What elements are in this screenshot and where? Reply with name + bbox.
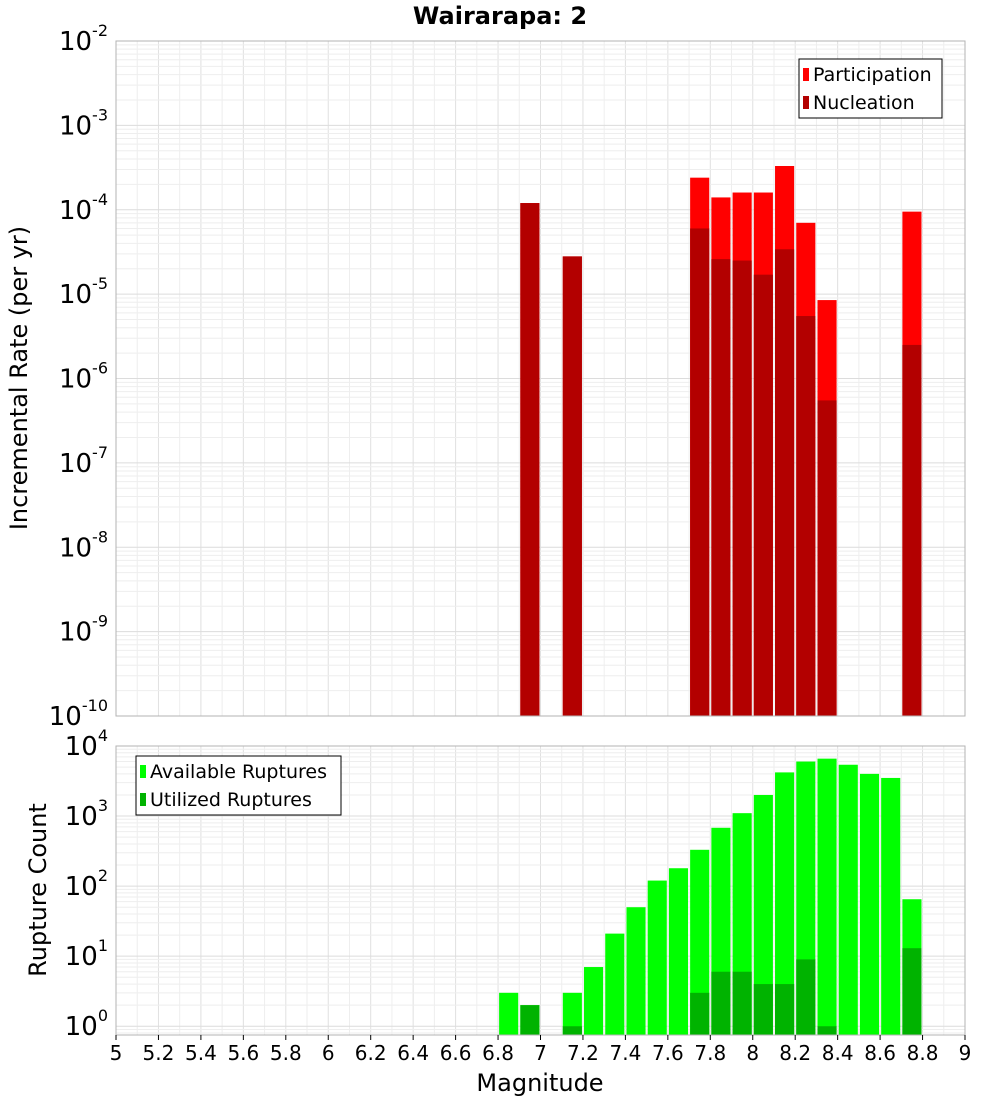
rate-bar-nucleation xyxy=(796,316,816,716)
count-legend-swatch xyxy=(140,765,146,778)
rate-legend-swatch xyxy=(803,68,809,81)
count-bar-available-ruptures xyxy=(817,758,837,1035)
count-bar-available-ruptures xyxy=(881,777,901,1035)
magnitude-x-tick-labels: 5 5.2 5.4 5.6 5.8 6 6.2 6.4 6.6 6.8 7 7.2 7.4 7.6 7.8 8… xyxy=(110,1035,972,1065)
count-bar-available-ruptures xyxy=(668,868,689,1035)
rate-bar-nucleation xyxy=(817,400,837,716)
magnitude-x-tick-label: 5.4 xyxy=(185,1041,217,1065)
rate-bar-nucleation xyxy=(690,228,710,716)
rate-gridlines xyxy=(115,40,966,717)
magnitude-x-tick-label: 8.6 xyxy=(864,1041,896,1065)
magnitude-x-tick-label: 7.4 xyxy=(609,1041,641,1065)
count-y-axis-label: Rupture Count xyxy=(24,803,52,977)
count-bar-available-ruptures xyxy=(584,967,604,1035)
count-bar-available-ruptures xyxy=(562,992,582,1035)
magnitude-x-tick-label: 8.2 xyxy=(779,1041,811,1065)
count-legend-label: Utilized Ruptures xyxy=(150,789,312,811)
rate-plot-frame xyxy=(115,40,966,717)
rate-bar-nucleation xyxy=(775,249,795,716)
rate-y-tick-label: 10-7 xyxy=(59,443,108,479)
magnitude-x-tick-label: 6.8 xyxy=(482,1041,514,1065)
count-bar-utilized-ruptures xyxy=(520,1005,540,1035)
count-bar-available-ruptures xyxy=(690,849,710,1035)
rate-y-tick-label: 10-6 xyxy=(59,359,108,395)
count-bars xyxy=(499,758,922,1035)
rate-y-tick-label: 10-3 xyxy=(59,105,108,141)
magnitude-x-tick-label: 8 xyxy=(746,1041,759,1065)
rate-bar-nucleation xyxy=(902,344,922,716)
count-legend-label: Available Ruptures xyxy=(150,761,327,783)
magnitude-x-axis-label: Magnitude xyxy=(476,1069,603,1097)
count-bar-available-ruptures xyxy=(647,880,667,1035)
magnitude-x-tick-label: 6.2 xyxy=(355,1041,387,1065)
rate-legend-label: Participation xyxy=(813,64,932,86)
count-bar-available-ruptures xyxy=(859,773,880,1035)
count-bar-available-ruptures xyxy=(626,907,646,1035)
count-legend-swatch xyxy=(140,793,146,806)
rate-legend: Participation Nucleation xyxy=(798,58,943,119)
count-bar-utilized-ruptures xyxy=(796,959,816,1035)
magnitude-x-tick-label: 5.8 xyxy=(270,1041,302,1065)
magnitude-x-tick-label: 7.8 xyxy=(694,1041,726,1065)
rate-y-tick-label: 10-10 xyxy=(49,696,108,732)
magnitude-x-tick-label: 7.6 xyxy=(652,1041,684,1065)
count-bar-available-ruptures xyxy=(775,772,795,1035)
count-bar-available-ruptures xyxy=(605,933,625,1035)
magnitude-x-tick-label: 7 xyxy=(534,1041,547,1065)
count-y-tick-label: 102 xyxy=(65,866,108,902)
count-bar-available-ruptures xyxy=(838,764,858,1035)
magnitude-x-tick-label: 5.2 xyxy=(143,1041,175,1065)
count-y-tick-label: 100 xyxy=(65,1006,108,1042)
rate-y-tick-label: 10-4 xyxy=(59,190,108,226)
rate-bar-nucleation xyxy=(732,260,752,716)
magnitude-x-tick-label: 5.6 xyxy=(227,1041,259,1065)
magnitude-x-tick-label: 8.8 xyxy=(907,1041,939,1065)
magnitude-x-tick-label: 5 xyxy=(110,1041,123,1065)
magnitude-x-tick-label: 7.2 xyxy=(567,1041,599,1065)
count-y-tick-label: 104 xyxy=(65,726,108,762)
count-bar-available-ruptures xyxy=(753,794,773,1035)
count-bar-utilized-ruptures xyxy=(562,1026,582,1035)
rate-y-axis-label: Incremental Rate (per yr) xyxy=(5,226,33,530)
rate-bar-nucleation xyxy=(753,274,773,716)
magnitude-x-tick-label: 8.4 xyxy=(822,1041,854,1065)
rate-panel: 10-2 10-3 10-4 10-5 10-6 10-7 10-8 10-9 10-10 In… xyxy=(5,21,966,732)
count-y-tick-labels: 104 103 102 101 100 xyxy=(65,726,108,1042)
count-legend: Available Ruptures Utilized Ruptures xyxy=(135,755,342,816)
magnitude-x-tick-label: 6.4 xyxy=(397,1041,429,1065)
count-y-tick-label: 101 xyxy=(65,936,108,972)
rate-legend-box xyxy=(798,58,943,119)
count-bar-utilized-ruptures xyxy=(902,948,922,1035)
rate-y-tick-label: 10-5 xyxy=(59,274,108,310)
magnitude-x-tick-label: 6.6 xyxy=(440,1041,472,1065)
chart-title: Wairarapa: 2 xyxy=(413,2,587,30)
count-legend-box xyxy=(135,755,342,816)
count-bar-utilized-ruptures xyxy=(732,971,752,1035)
count-y-tick-label: 103 xyxy=(65,796,108,832)
rate-legend-swatch xyxy=(803,96,809,109)
rate-y-tick-label: 10-9 xyxy=(59,612,108,648)
count-bar-utilized-ruptures xyxy=(690,992,710,1035)
count-bar-utilized-ruptures xyxy=(753,984,773,1035)
magnitude-x-tick-label: 9 xyxy=(959,1041,972,1065)
rate-y-tick-label: 10-2 xyxy=(59,21,108,57)
rate-bars xyxy=(520,166,922,717)
rate-bar-nucleation xyxy=(520,203,540,716)
rate-bar-nucleation xyxy=(711,259,731,716)
count-panel: 104 103 102 101 100 5 5.2 5.4 5.6 5.8 6 6.2 6.4 6.6 6… xyxy=(24,726,971,1097)
rate-y-tick-labels: 10-2 10-3 10-4 10-5 10-6 10-7 10-8 10-9 10-10 xyxy=(49,21,108,732)
rate-y-tick-label: 10-8 xyxy=(59,527,108,563)
count-bar-utilized-ruptures xyxy=(775,984,795,1035)
rate-legend-label: Nucleation xyxy=(813,92,915,114)
count-bar-utilized-ruptures xyxy=(711,971,731,1035)
magnitude-x-tick-label: 6 xyxy=(322,1041,335,1065)
count-bar-available-ruptures xyxy=(499,992,519,1035)
rate-bar-nucleation xyxy=(562,256,582,716)
count-bar-utilized-ruptures xyxy=(817,1026,837,1035)
